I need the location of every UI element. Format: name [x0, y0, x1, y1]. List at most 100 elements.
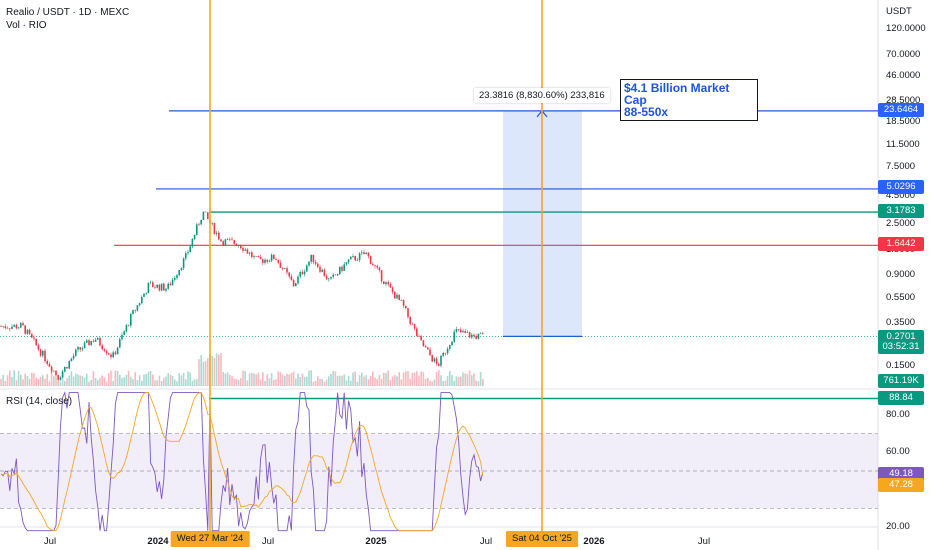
- volume-bar: [218, 354, 220, 386]
- volume-bar: [187, 371, 189, 386]
- volume-bar: [405, 371, 407, 386]
- candle: [396, 294, 398, 299]
- volume-bar: [473, 373, 475, 386]
- candle: [328, 278, 330, 280]
- volume-bar: [59, 381, 62, 386]
- volume-bar: [55, 372, 57, 386]
- volume-bar: [97, 380, 99, 386]
- candle: [427, 347, 429, 350]
- volume-bar: [310, 370, 312, 386]
- candle: [389, 284, 392, 288]
- volume-bar: [202, 361, 205, 386]
- volume-bar: [235, 378, 238, 386]
- candle: [440, 355, 442, 366]
- volume-bar: [367, 379, 370, 386]
- candle: [193, 234, 196, 239]
- price-tick: 0.3500: [886, 317, 916, 328]
- candle: [457, 329, 460, 330]
- candle: [380, 270, 383, 282]
- market-cap-annotation[interactable]: $4.1 Billion Market Cap 88-550x: [620, 79, 758, 121]
- candle: [20, 323, 22, 328]
- candle: [253, 256, 255, 257]
- candle: [59, 377, 62, 380]
- candle: [2, 326, 4, 327]
- annotation-line-1: $4.1 Billion Market Cap: [624, 81, 730, 107]
- candle: [310, 254, 312, 262]
- candle: [385, 282, 387, 285]
- volume-bar: [156, 380, 158, 386]
- volume-bar: [446, 376, 449, 386]
- candle: [242, 247, 244, 251]
- candle: [53, 370, 55, 372]
- volume-bar: [11, 376, 13, 386]
- volume-bar: [72, 376, 75, 386]
- volume-bar: [35, 377, 37, 386]
- candle: [409, 316, 411, 325]
- volume-bar: [347, 376, 350, 386]
- volume-bar: [468, 370, 471, 386]
- volume-bar: [90, 379, 92, 386]
- volume-bar: [154, 380, 156, 386]
- candle: [39, 349, 42, 356]
- volume-bar: [193, 379, 196, 386]
- volume-bar: [290, 372, 293, 386]
- price-label-p-target: 23.6464: [878, 103, 924, 117]
- volume-bar: [182, 372, 185, 386]
- candle: [215, 232, 218, 234]
- time-tick: Jul: [697, 536, 711, 547]
- candle: [83, 342, 86, 349]
- price-label-p-green: 3.1783: [878, 204, 924, 218]
- candle: [314, 262, 317, 264]
- candle: [262, 259, 264, 263]
- candle: [365, 252, 367, 255]
- volume-bar: [240, 378, 242, 386]
- volume-bar: [136, 380, 139, 386]
- candle: [312, 254, 315, 263]
- volume-bar: [354, 371, 356, 386]
- volume-bar: [255, 374, 257, 386]
- annotation-line-2: 88-550x: [624, 105, 669, 119]
- volume-bar: [409, 378, 411, 386]
- candle: [70, 358, 73, 362]
- candle: [361, 252, 363, 254]
- volume-bar: [479, 372, 482, 386]
- volume-bar: [191, 380, 194, 386]
- price-label-r-value: 49.18: [878, 467, 924, 481]
- candle: [4, 326, 7, 328]
- volume-bar: [257, 372, 260, 386]
- volume-bar: [440, 375, 442, 386]
- candle: [110, 354, 112, 358]
- volume-bar: [301, 373, 304, 386]
- volume-bar: [297, 373, 299, 386]
- candle: [301, 272, 304, 275]
- volume-bar: [259, 379, 262, 386]
- volume-bar: [50, 371, 53, 386]
- volume-bar: [94, 377, 97, 386]
- candle: [354, 256, 356, 261]
- candle: [405, 305, 407, 309]
- candle: [270, 254, 273, 261]
- candle: [418, 335, 420, 337]
- volume-bar: [482, 378, 484, 386]
- candle: [90, 340, 92, 346]
- volume-bar: [363, 376, 365, 386]
- volume-bar: [317, 376, 319, 386]
- volume-bar: [396, 376, 398, 386]
- candle: [64, 367, 66, 372]
- candle: [235, 243, 238, 246]
- candle: [435, 358, 438, 364]
- volume-bar: [108, 373, 110, 386]
- candle: [169, 283, 172, 286]
- candle: [218, 232, 220, 240]
- volume-bar: [288, 374, 290, 386]
- volume-bar: [112, 380, 114, 386]
- volume-bar: [114, 370, 117, 386]
- time-tick: 2025: [365, 536, 387, 547]
- candle: [275, 259, 277, 261]
- volume-bar: [121, 377, 123, 386]
- candle: [200, 219, 202, 225]
- candle: [279, 262, 282, 268]
- volume-bar: [319, 379, 321, 386]
- volume-bar: [204, 361, 207, 386]
